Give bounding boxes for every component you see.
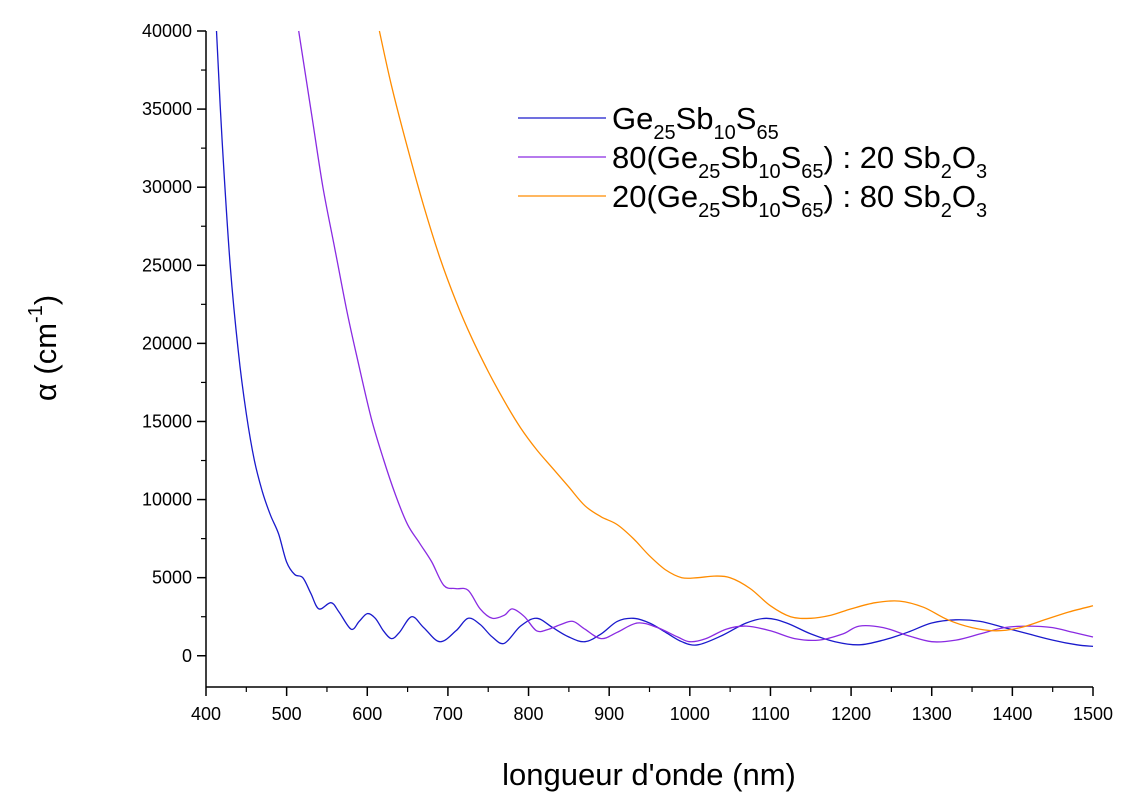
y-axis-label-sup: -1 <box>25 305 47 323</box>
axes: 400 500 600 700 800 900 1000 1100 1200 1300 1400 15… <box>142 21 1113 724</box>
x-tick-label: 1000 <box>670 704 710 724</box>
x-tick-label: 1500 <box>1073 704 1113 724</box>
y-tick-label: 30000 <box>142 177 192 197</box>
legend-label-3: 20(Ge25Sb10S65) : 80 Sb2O3 <box>612 179 987 222</box>
series-line-3 <box>378 30 1094 632</box>
x-tick-label: 1200 <box>831 704 871 724</box>
x-tick-label: 800 <box>514 704 544 724</box>
y-axis-label-close: ) <box>28 295 63 305</box>
y-tick-label: 15000 <box>142 411 192 431</box>
y-tick-label: 40000 <box>142 21 192 41</box>
x-tick-label: 900 <box>594 704 624 724</box>
y-tick-label: 25000 <box>142 255 192 275</box>
x-tick-label: 400 <box>191 704 221 724</box>
y-axis-label-main: α (cm <box>28 323 63 401</box>
y-tick-label: 5000 <box>152 568 192 588</box>
series-layer <box>215 30 1094 648</box>
x-tick-label: 1300 <box>912 704 952 724</box>
series-line-2 <box>298 30 1094 643</box>
x-tick-label: 600 <box>352 704 382 724</box>
series-line-1 <box>215 30 1094 648</box>
x-axis-label: longueur d'onde (nm) <box>502 757 796 792</box>
x-tick-label: 1400 <box>992 704 1032 724</box>
legend-label-2: 80(Ge25Sb10S65) : 20 Sb2O3 <box>612 140 987 183</box>
x-tick-label: 500 <box>272 704 302 724</box>
x-tick-label: 700 <box>433 704 463 724</box>
y-tick-label: 0 <box>182 646 192 666</box>
y-tick-label: 20000 <box>142 333 192 353</box>
y-tick-label: 10000 <box>142 490 192 510</box>
y-axis-label: α (cm-1) <box>25 295 63 401</box>
y-tick-label: 35000 <box>142 99 192 119</box>
legend-label-1: Ge25Sb10S65 <box>612 101 779 144</box>
x-tick-label: 1100 <box>751 704 790 724</box>
